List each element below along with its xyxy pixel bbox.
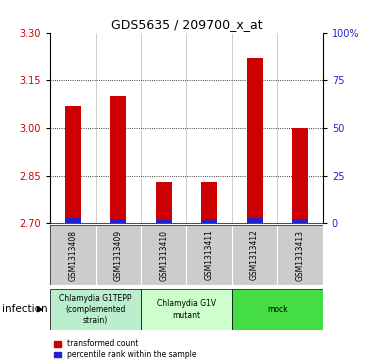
Bar	[65, 106, 81, 223]
Bar	[232, 289, 323, 330]
Bar	[232, 225, 278, 285]
Bar	[201, 182, 217, 223]
Text: mock: mock	[267, 305, 288, 314]
Text: GSM1313411: GSM1313411	[205, 229, 214, 281]
Bar	[110, 219, 126, 223]
Text: GSM1313409: GSM1313409	[114, 229, 123, 281]
Text: Chlamydia G1V
mutant: Chlamydia G1V mutant	[157, 299, 216, 319]
Text: infection: infection	[2, 305, 47, 314]
Text: GSM1313410: GSM1313410	[159, 229, 168, 281]
Bar	[278, 225, 323, 285]
Bar	[141, 289, 232, 330]
Bar	[187, 225, 232, 285]
Text: GSM1313412: GSM1313412	[250, 229, 259, 281]
Bar	[96, 225, 141, 285]
Text: GSM1313408: GSM1313408	[68, 229, 77, 281]
Legend: transformed count, percentile rank within the sample: transformed count, percentile rank withi…	[54, 339, 196, 359]
Title: GDS5635 / 209700_x_at: GDS5635 / 209700_x_at	[111, 19, 262, 32]
Bar	[156, 220, 172, 223]
Bar	[247, 58, 263, 223]
Bar	[50, 225, 96, 285]
Bar	[201, 219, 217, 223]
Bar	[141, 225, 187, 285]
Bar	[156, 182, 172, 223]
Bar	[110, 96, 126, 223]
Bar	[292, 128, 308, 223]
Text: GSM1313413: GSM1313413	[296, 229, 305, 281]
Bar	[247, 218, 263, 223]
Bar	[292, 219, 308, 223]
Text: Chlamydia G1TEPP
(complemented
strain): Chlamydia G1TEPP (complemented strain)	[59, 294, 132, 325]
Bar	[50, 289, 141, 330]
Bar	[65, 218, 81, 223]
